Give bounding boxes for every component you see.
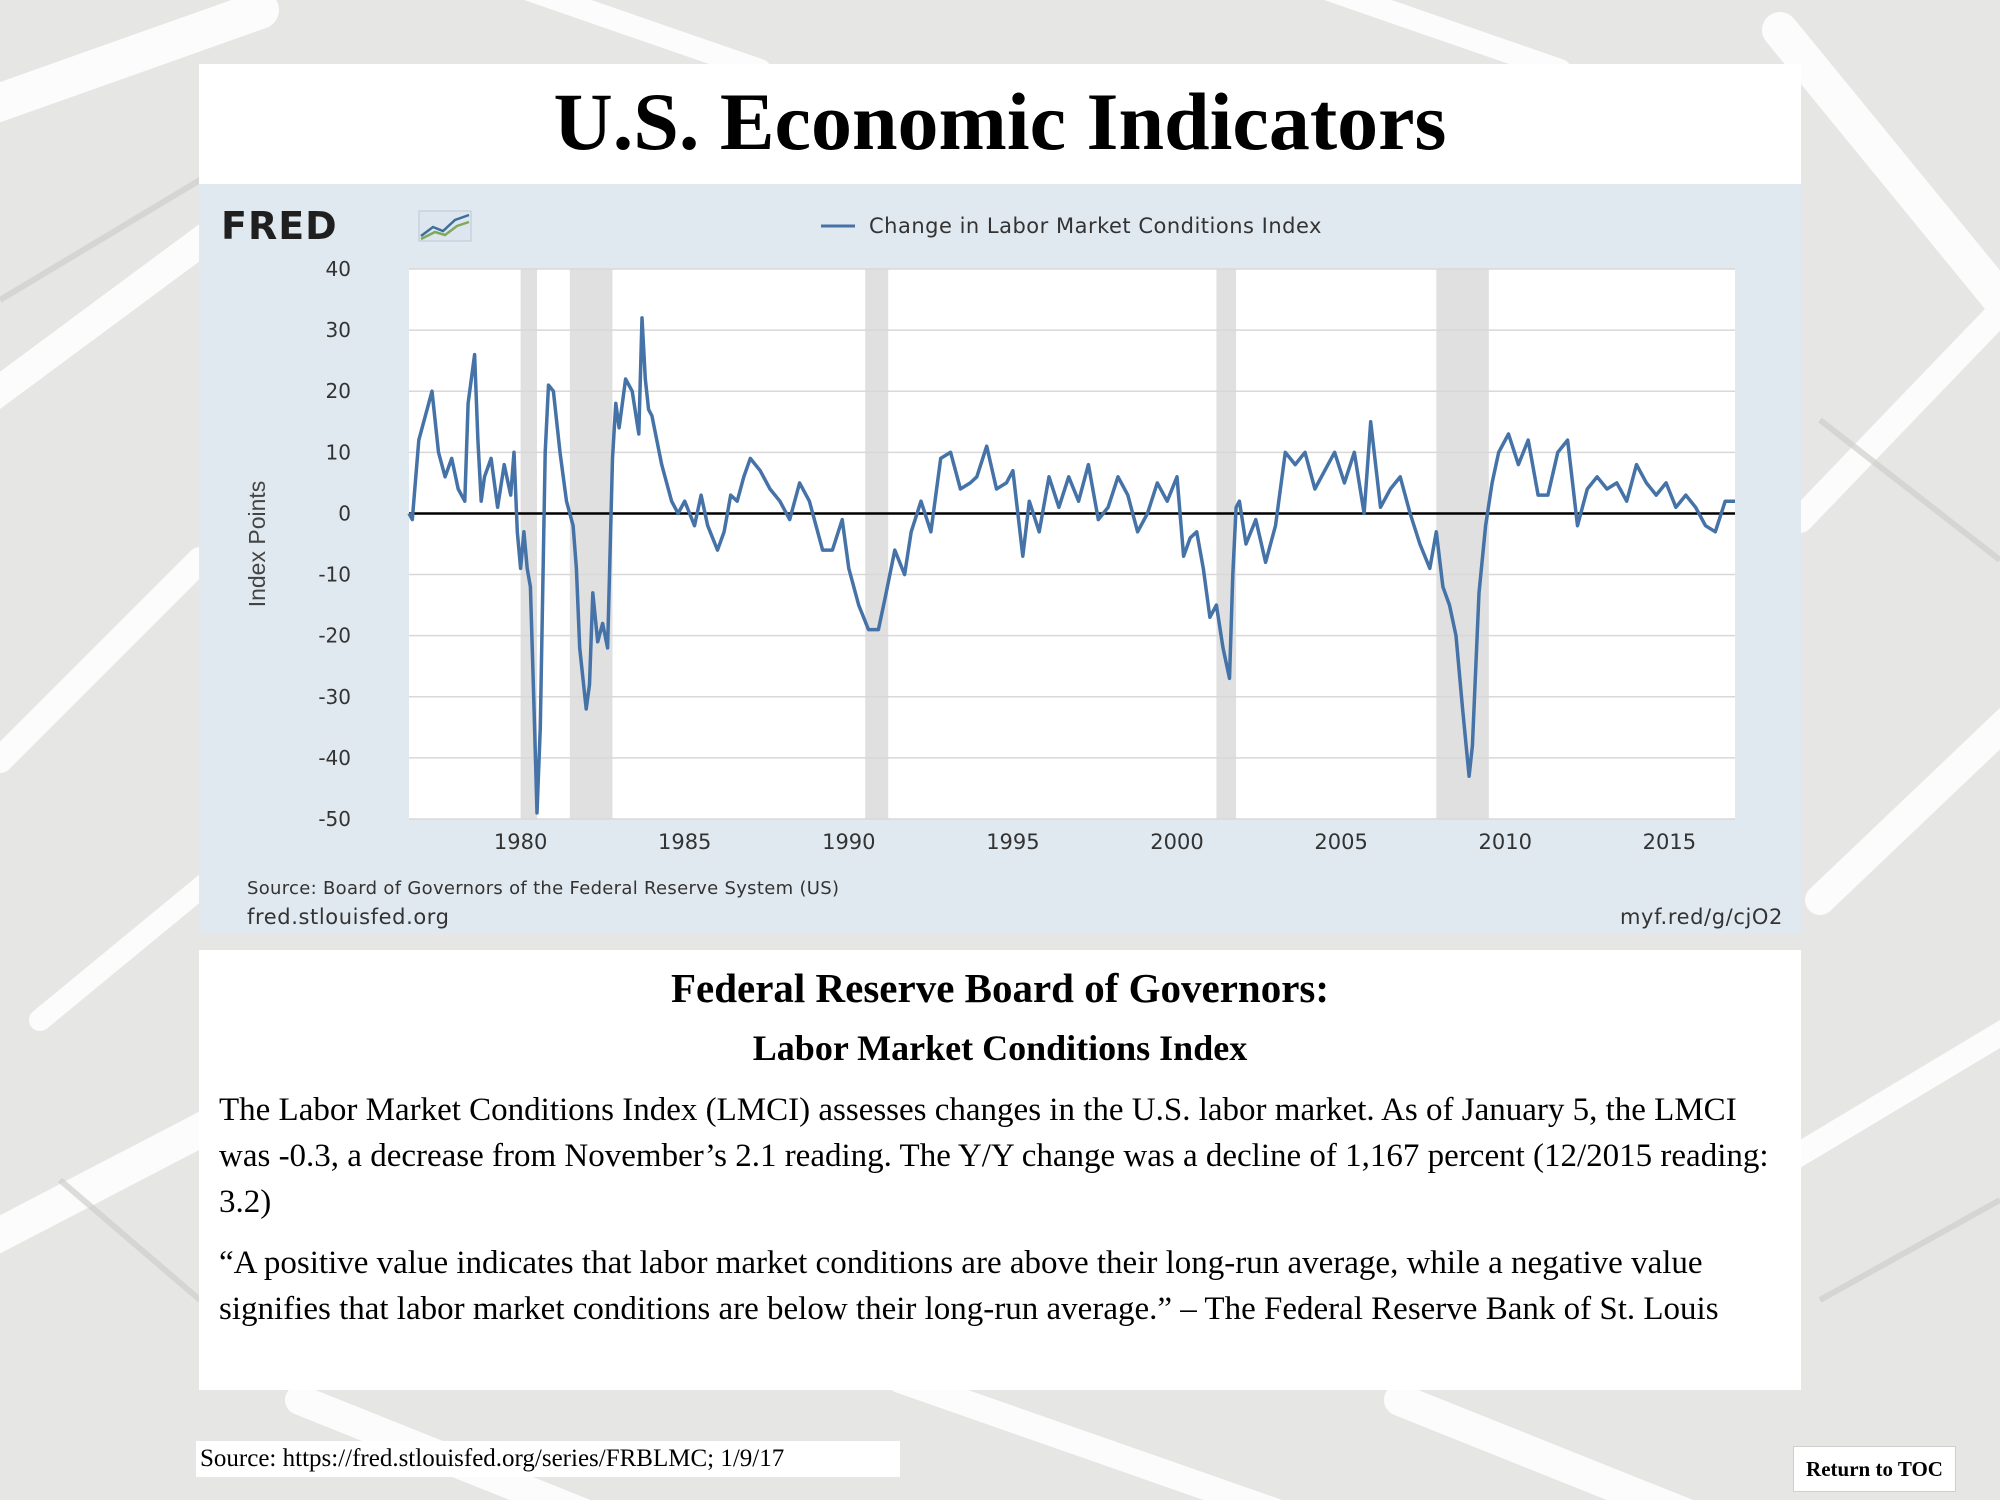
y-tick-label: -50 <box>318 807 351 831</box>
y-tick-label: 10 <box>326 440 351 464</box>
y-axis-label: Index Points <box>244 481 270 608</box>
return-to-toc-button[interactable]: Return to TOC <box>1793 1446 1956 1492</box>
fred-chart-panel: FRED Change in Labor Market Conditions I… <box>199 184 1801 934</box>
gridlines <box>409 268 1735 820</box>
fred-site-link[interactable]: fred.stlouisfed.org <box>247 905 450 929</box>
x-tick-labels: 1980 1985 1990 1995 2000 2005 2010 2015 <box>494 830 1696 854</box>
y-tick-label: -40 <box>318 746 351 770</box>
description-panel: Federal Reserve Board of Governors: Labo… <box>199 950 1801 1390</box>
x-tick-label: 2015 <box>1643 830 1696 854</box>
lmci-line-chart: FRED Change in Labor Market Conditions I… <box>221 204 1783 929</box>
y-tick-label: -20 <box>318 624 351 648</box>
recession-band <box>569 269 613 819</box>
section-subheading: Labor Market Conditions Index <box>752 1028 1248 1068</box>
recession-band <box>1436 269 1489 819</box>
chart-legend: Change in Labor Market Conditions Index <box>821 214 1322 238</box>
chart-source-line: Source: Board of Governors of the Federa… <box>247 878 839 899</box>
y-tick-label: 30 <box>326 318 351 342</box>
x-tick-label: 2005 <box>1314 830 1367 854</box>
x-tick-label: 1990 <box>822 830 875 854</box>
y-tick-label: -10 <box>318 563 351 587</box>
quote-paragraph: “A positive value indicates that labor m… <box>219 1245 1719 1327</box>
x-tick-label: 1985 <box>658 830 711 854</box>
description-paragraph: The Labor Market Conditions Index (LMCI)… <box>219 1092 1769 1220</box>
chart-short-url[interactable]: myf.red/g/cjO2 <box>1620 905 1783 929</box>
recession-band <box>865 269 889 819</box>
x-tick-label: 2010 <box>1479 830 1532 854</box>
fred-graph-icon <box>418 210 472 242</box>
x-tick-label: 2000 <box>1150 830 1203 854</box>
y-tick-label: 20 <box>326 379 351 403</box>
title-panel: U.S. Economic Indicators <box>199 64 1801 184</box>
recession-band <box>1216 269 1237 819</box>
y-tick-label: -30 <box>318 685 351 709</box>
fred-logo: FRED <box>221 204 338 248</box>
y-tick-label: 40 <box>326 257 351 281</box>
x-tick-label: 1995 <box>986 830 1039 854</box>
y-tick-label: 0 <box>338 501 351 525</box>
lmci-series-line <box>407 316 1735 815</box>
plot-area <box>409 269 1735 819</box>
section-heading: Federal Reserve Board of Governors: <box>670 965 1330 1011</box>
legend-label: Change in Labor Market Conditions Index <box>869 214 1322 238</box>
x-tick-label: 1980 <box>494 830 547 854</box>
source-citation: Source: https://fred.stlouisfed.org/seri… <box>196 1441 900 1477</box>
page-title: U.S. Economic Indicators <box>553 76 1447 167</box>
y-tick-labels: 40 30 20 10 0 -10 -20 -30 -40 -50 <box>318 257 351 831</box>
